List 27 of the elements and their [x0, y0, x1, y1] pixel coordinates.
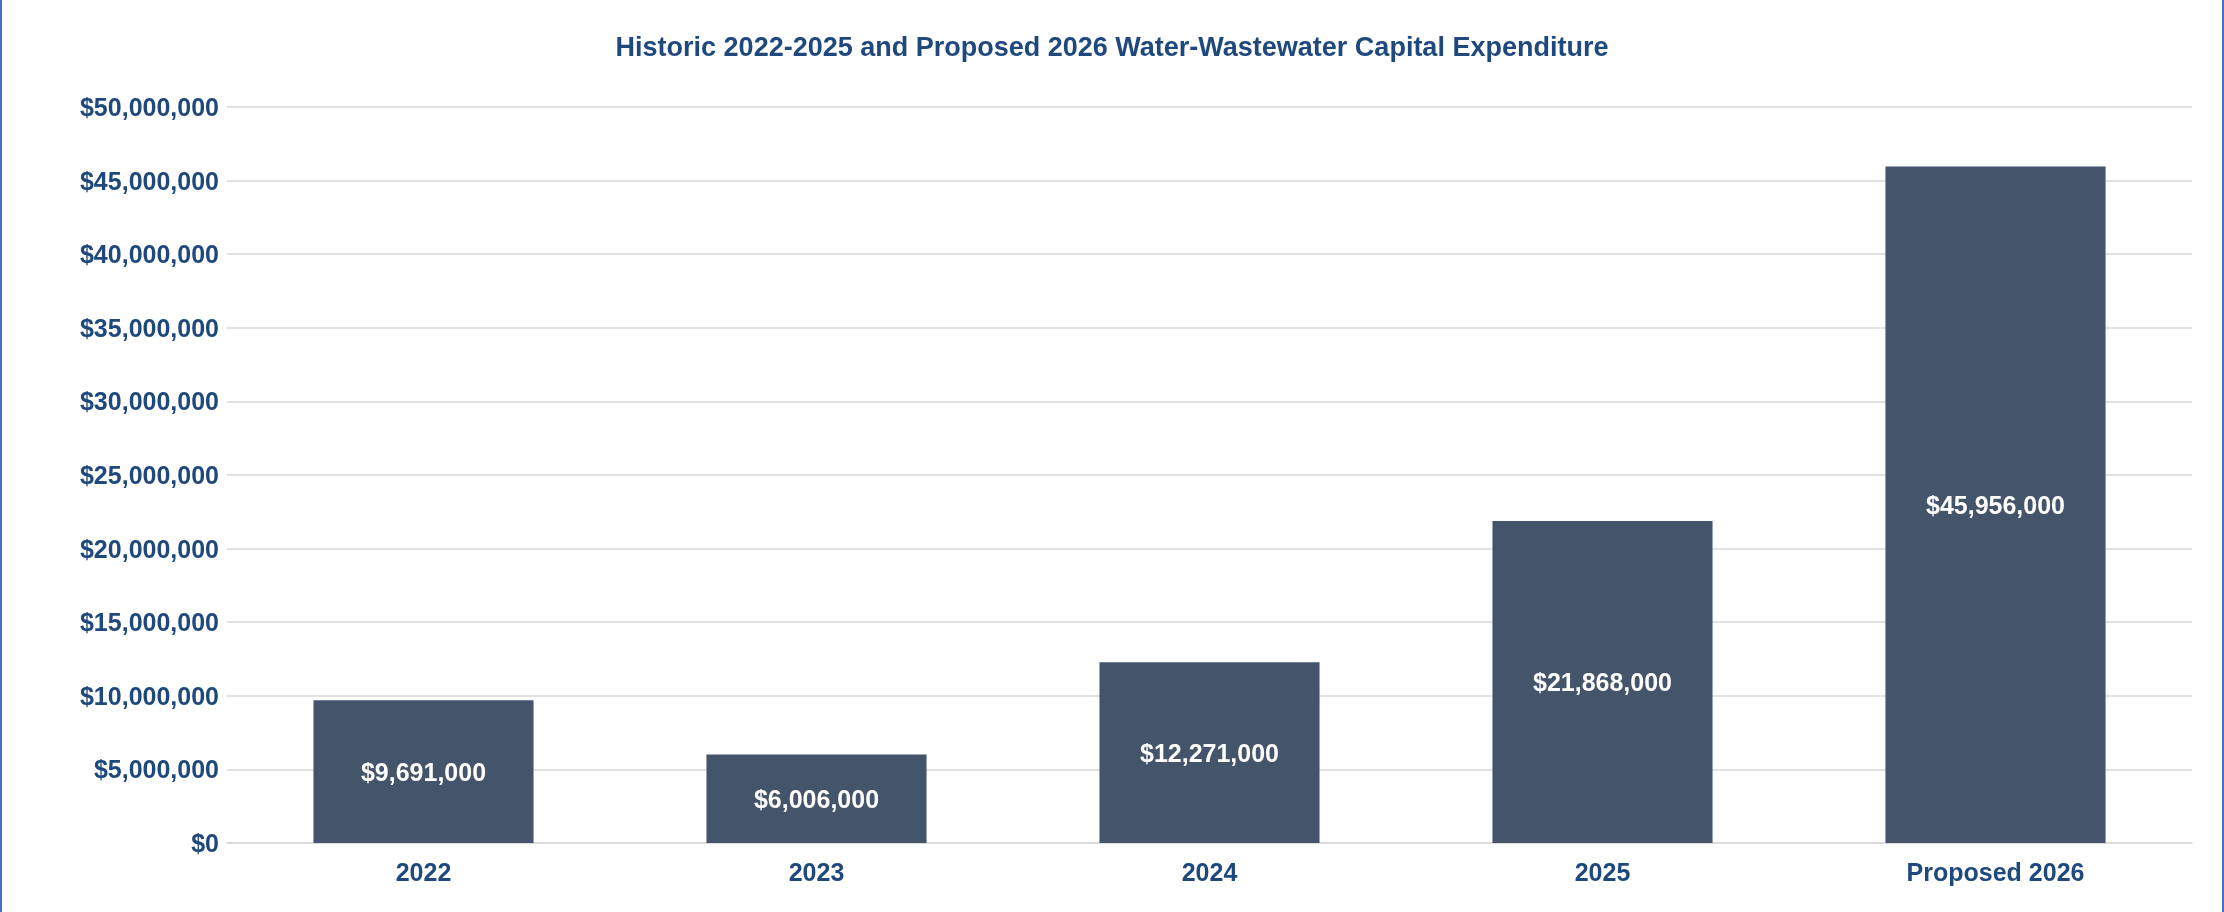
- data-label: $45,956,000: [1925, 490, 2066, 519]
- bar: [313, 700, 534, 843]
- x-tick-label: 2024: [1181, 857, 1238, 886]
- y-tick-label: $30,000,000: [79, 387, 219, 416]
- y-tick-label: $5,000,000: [93, 755, 219, 784]
- y-tick-label: $45,000,000: [79, 166, 219, 195]
- chart-title: Historic 2022-2025 and Proposed 2026 Water-Wastewater Capital Expenditure: [615, 31, 1609, 62]
- data-label: $9,691,000: [360, 757, 487, 786]
- x-tick-label: 2025: [1574, 857, 1631, 886]
- y-tick-label: $15,000,000: [79, 608, 219, 637]
- y-tick-label: $40,000,000: [79, 240, 219, 269]
- x-tick-label: 2023: [788, 857, 845, 886]
- x-tick-label: Proposed 2026: [1906, 857, 2085, 886]
- bar: [1099, 662, 1320, 843]
- data-label: $12,271,000: [1139, 738, 1280, 767]
- bar: [1885, 166, 2106, 843]
- y-tick-label: $25,000,000: [79, 461, 219, 489]
- y-tick-label: $10,000,000: [79, 681, 219, 710]
- bar: [1492, 521, 1713, 843]
- data-label: $6,006,000: [753, 784, 880, 813]
- x-tick-label: 2022: [395, 857, 452, 886]
- y-tick-label: $0: [191, 829, 219, 857]
- y-tick-label: $50,000,000: [79, 93, 219, 121]
- bar: [706, 754, 927, 843]
- data-label: $21,868,000: [1532, 668, 1673, 697]
- y-tick-label: $35,000,000: [79, 313, 219, 342]
- y-tick-label: $20,000,000: [79, 534, 219, 563]
